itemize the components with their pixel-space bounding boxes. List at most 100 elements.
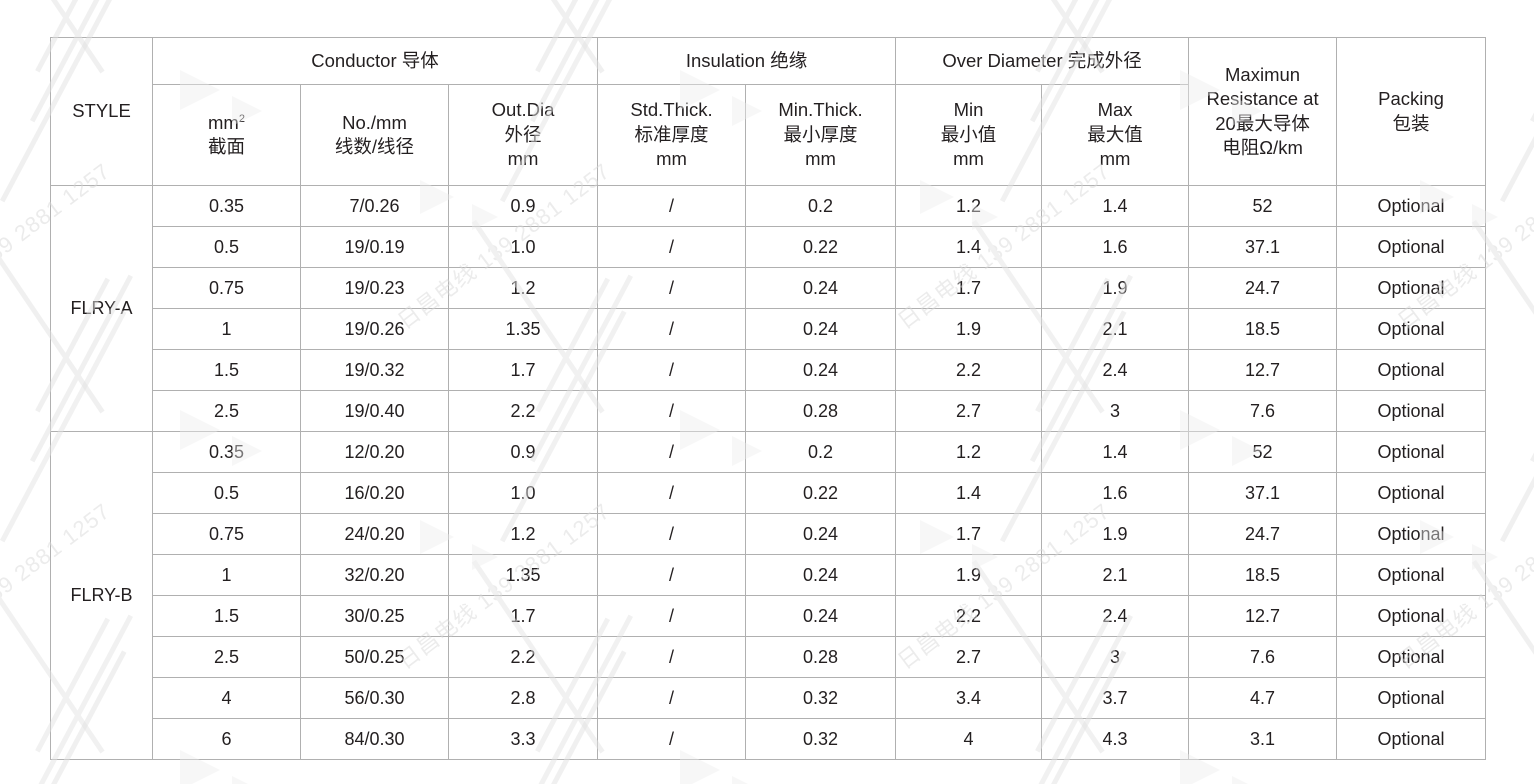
cell-od-max: 2.4 (1041, 349, 1190, 391)
cell-std-thick: / (597, 226, 747, 268)
cell-od-max: 2.1 (1041, 554, 1190, 596)
cell-resistance: 52 (1188, 431, 1338, 473)
cell-no-per-mm: 30/0.25 (300, 595, 449, 637)
cell-mm2: 0.5 (152, 472, 301, 514)
cell-od-min: 1.9 (895, 554, 1043, 596)
header-mm2-line1: mm2 (208, 111, 245, 133)
header-out-dia-line2: 外径 (504, 123, 542, 145)
header-od-min-line3: mm (953, 148, 984, 170)
table-row: 0.75 19/0.23 1.2/0.24 1.7 1.9 24.7 Optional (51, 267, 1487, 309)
cell-std-thick: / (597, 390, 747, 432)
header-packing: Packing 包装 (1336, 37, 1487, 186)
cell-min-thick: 0.24 (745, 267, 897, 309)
cell-resistance: 12.7 (1188, 349, 1338, 391)
cell-mm2: 1.5 (152, 349, 301, 391)
header-max-resistance-line1: Maximun (1225, 63, 1301, 85)
table-row: 6 84/0.30 3.3/0.32 4 4.3 3.1 Optional (51, 718, 1487, 760)
cell-min-thick: 0.2 (745, 185, 897, 227)
header-od-max-line3: mm (1099, 148, 1131, 170)
header-std-thick-line3: mm (656, 148, 687, 170)
cell-od-max: 1.9 (1041, 267, 1190, 309)
table-row: 0.5 16/0.20 1.0/0.22 1.4 1.6 37.1 Optional (51, 472, 1487, 514)
cell-od-max: 4.3 (1041, 718, 1190, 760)
watermark-stroke (1530, 0, 1534, 123)
cell-od-min: 3.4 (895, 677, 1043, 719)
cell-resistance: 4.7 (1188, 677, 1338, 719)
header-max-resistance-line2: Resistance at (1206, 88, 1319, 110)
cell-od-min: 1.2 (895, 431, 1043, 473)
header-insulation-group: Insulation 绝缘 (597, 37, 897, 85)
cell-packing: Optional (1336, 349, 1487, 391)
header-packing-line2: 包装 (1392, 112, 1430, 134)
cell-no-per-mm: 16/0.20 (300, 472, 449, 514)
cell-od-min: 1.4 (895, 472, 1043, 514)
cell-od-max: 1.4 (1041, 431, 1190, 473)
cell-out-dia: 1.35 (447, 308, 599, 350)
cell-resistance: 18.5 (1188, 554, 1338, 596)
cell-od-max: 3.7 (1041, 677, 1190, 719)
cell-no-per-mm: 19/0.40 (300, 390, 449, 432)
header-mm2: mm2 截面 (152, 84, 301, 186)
table-row: 1 32/0.20 1.35/0.24 1.9 2.1 18.5 Optional (51, 554, 1487, 596)
cell-packing: Optional (1336, 267, 1487, 309)
cell-od-max: 1.9 (1041, 513, 1190, 555)
header-out-dia-line1: Out.Dia (491, 99, 555, 121)
cell-min-thick: 0.24 (745, 349, 897, 391)
table-body: FLRY-A 0.35 7/0.26 0.9/0.2 1.2 1.4 52 Optional 0… (50, 185, 1487, 760)
cell-resistance: 24.7 (1188, 267, 1338, 309)
cell-style: FLRY-A (50, 185, 153, 432)
cell-od-min: 1.7 (895, 513, 1043, 555)
cell-out-dia: 1.35 (447, 554, 599, 596)
table-row: 1 19/0.26 1.35/0.24 1.9 2.1 18.5 Optional (51, 308, 1487, 350)
cell-resistance: 18.5 (1188, 308, 1338, 350)
cell-mm2: 4 (152, 677, 301, 719)
watermark-triangle-icon (732, 776, 762, 784)
cell-od-max: 2.1 (1041, 308, 1190, 350)
header-min-thick-line2: 最小厚度 (783, 123, 858, 145)
cell-std-thick: / (597, 308, 747, 350)
header-od-min-line1: Min (953, 99, 984, 121)
cell-od-min: 2.2 (895, 349, 1043, 391)
cell-mm2: 6 (152, 718, 301, 760)
cell-out-dia: 0.9 (447, 431, 599, 473)
cell-od-max: 1.6 (1041, 472, 1190, 514)
header-std-thick: Std.Thick. 标准厚度 mm (597, 84, 747, 186)
cell-packing: Optional (1336, 431, 1487, 473)
cell-packing: Optional (1336, 513, 1487, 555)
cell-resistance: 37.1 (1188, 472, 1338, 514)
cell-resistance: 12.7 (1188, 595, 1338, 637)
cell-no-per-mm: 56/0.30 (300, 677, 449, 719)
cell-min-thick: 0.32 (745, 677, 897, 719)
cell-std-thick: / (597, 185, 747, 227)
header-std-thick-line1: Std.Thick. (630, 99, 713, 121)
header-std-thick-line2: 标准厚度 (634, 123, 709, 145)
cell-no-per-mm: 19/0.26 (300, 308, 449, 350)
cell-od-max: 3 (1041, 390, 1190, 432)
table-row: FLRY-B 0.35 12/0.20 0.9/0.2 1.2 1.4 52 Optional (50, 431, 1487, 760)
cable-spec-table: STYLE Conductor 导体 Insulation 绝缘 Over Di… (50, 37, 1487, 760)
cell-no-per-mm: 12/0.20 (300, 431, 449, 473)
cell-out-dia: 1.7 (447, 349, 599, 391)
cell-od-max: 2.4 (1041, 595, 1190, 637)
cell-min-thick: 0.28 (745, 390, 897, 432)
cell-packing: Optional (1336, 718, 1487, 760)
table-row: 4 56/0.30 2.8/0.32 3.4 3.7 4.7 Optional (51, 677, 1487, 719)
header-style: STYLE (50, 37, 153, 186)
table-row: 0.75 24/0.20 1.2/0.24 1.7 1.9 24.7 Optional (51, 513, 1487, 555)
cell-packing: Optional (1336, 185, 1487, 227)
watermark-stroke (1530, 614, 1534, 784)
header-no-per-mm-line2: 线数/线径 (334, 136, 415, 157)
cell-od-max: 1.6 (1041, 226, 1190, 268)
header-od-min: Min 最小值 mm (895, 84, 1043, 186)
watermark-triangle-icon (1232, 776, 1262, 784)
header-mm2-line2: 截面 (207, 136, 245, 157)
cell-min-thick: 0.24 (745, 308, 897, 350)
cell-resistance: 3.1 (1188, 718, 1338, 760)
header-od-max-line2: 最大值 (1087, 123, 1143, 145)
cell-packing: Optional (1336, 226, 1487, 268)
cell-std-thick: / (597, 472, 747, 514)
cell-mm2: 2.5 (152, 390, 301, 432)
cell-resistance: 37.1 (1188, 226, 1338, 268)
header-out-dia-line3: mm (507, 148, 539, 170)
table-row: 0.5 19/0.19 1.0/0.22 1.4 1.6 37.1 Optional (51, 226, 1487, 268)
